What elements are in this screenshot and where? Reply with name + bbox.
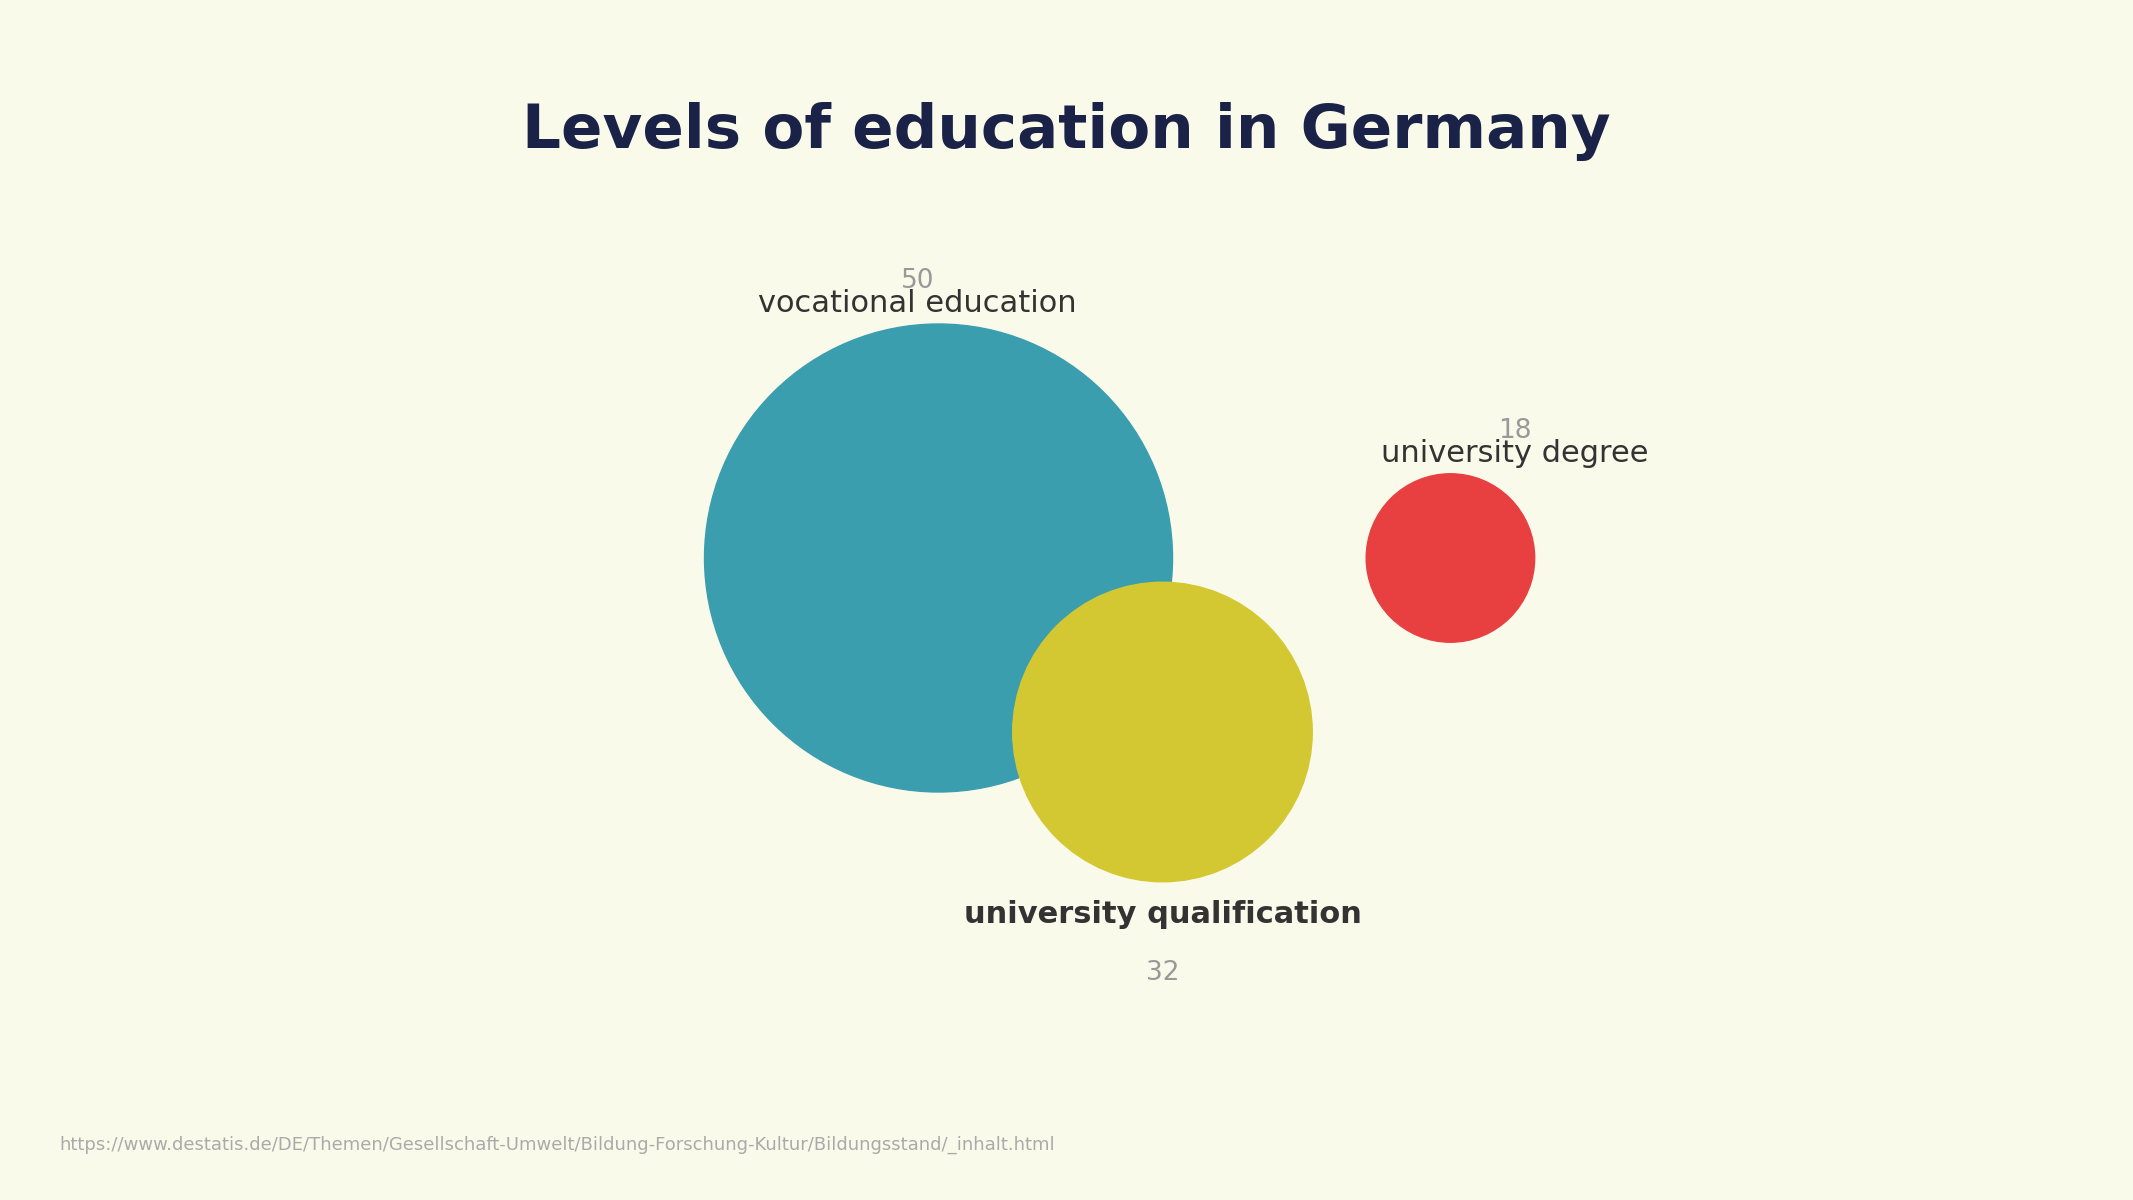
Text: vocational education: vocational education [757, 289, 1077, 318]
Ellipse shape [1013, 582, 1312, 882]
Text: university degree: university degree [1380, 439, 1649, 468]
Text: https://www.destatis.de/DE/Themen/Gesellschaft-Umwelt/Bildung-Forschung-Kultur/B: https://www.destatis.de/DE/Themen/Gesell… [60, 1136, 1056, 1154]
Text: 50: 50 [900, 268, 934, 294]
Ellipse shape [1367, 474, 1534, 642]
Text: 32: 32 [1145, 960, 1180, 985]
Text: Levels of education in Germany: Levels of education in Germany [523, 102, 1610, 161]
Text: 18: 18 [1497, 418, 1531, 444]
Text: university qualification: university qualification [964, 900, 1361, 929]
Ellipse shape [704, 324, 1173, 792]
